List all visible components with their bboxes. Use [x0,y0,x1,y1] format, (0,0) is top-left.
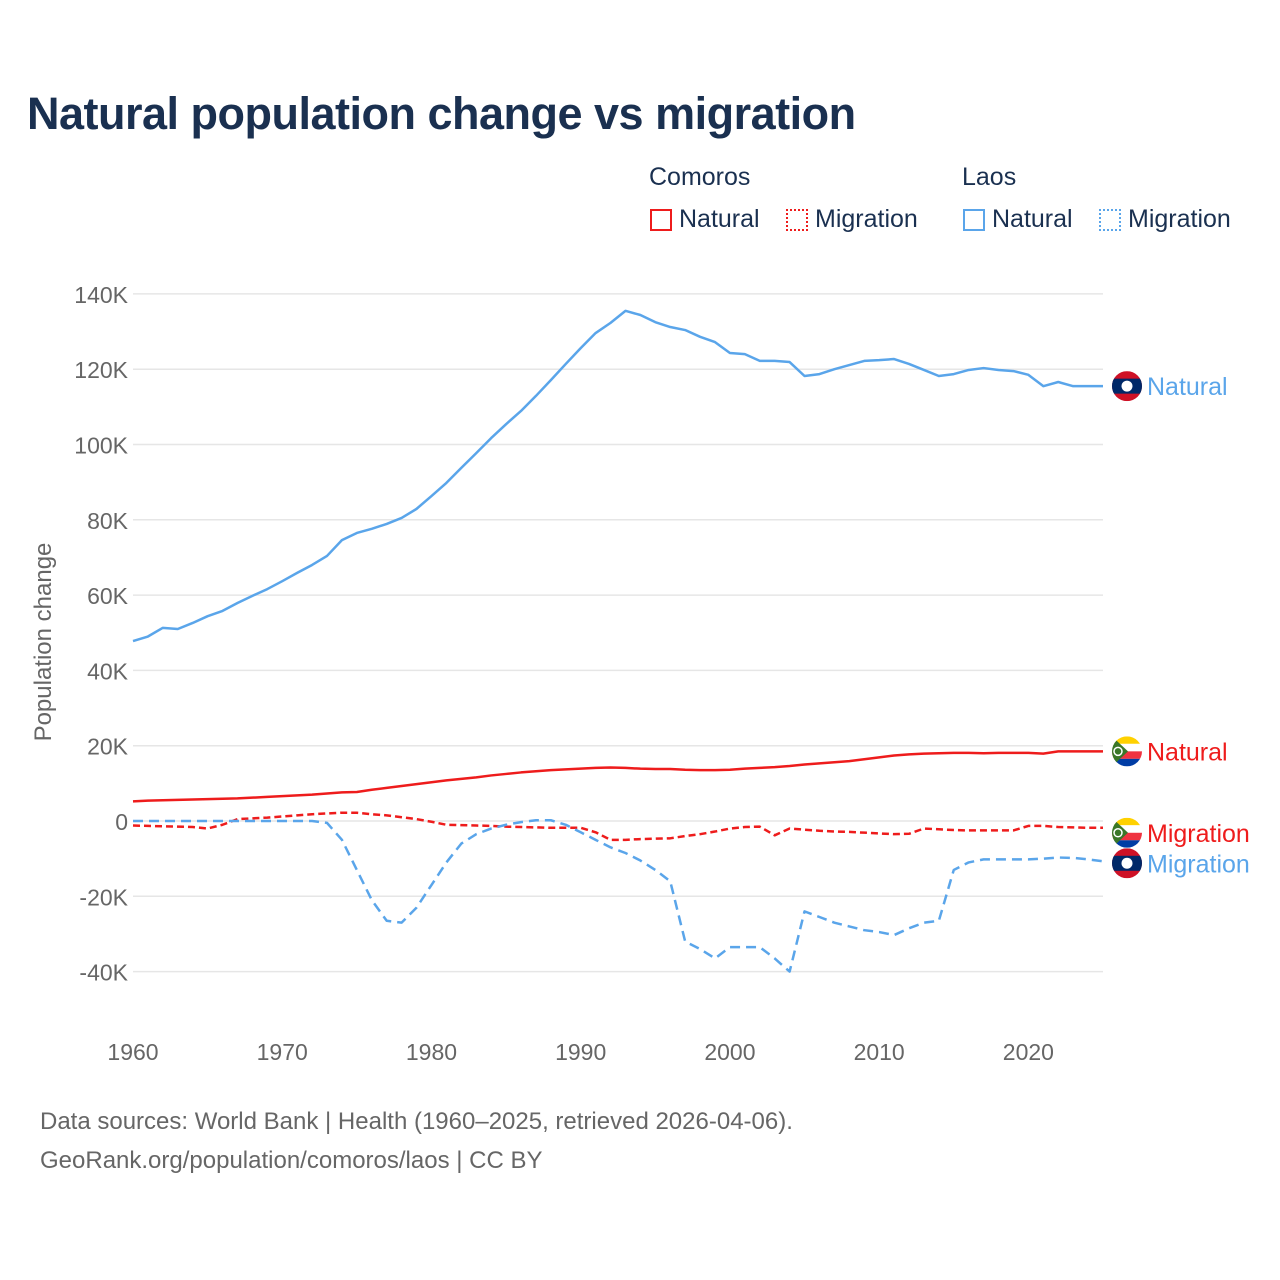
legend-label: Natural [679,205,760,233]
x-tick-label: 1990 [555,1039,606,1065]
flag-laos-icon [1112,371,1142,402]
y-tick-label: 20K [87,734,129,760]
series-line-comoros-natural[interactable] [132,750,1103,803]
legend-swatch [786,208,808,231]
chart-title: Natural population change vs migration [27,88,856,139]
flag-comoros-icon [1112,817,1142,848]
legend-swatch [650,208,672,231]
legend-label: Migration [815,205,918,233]
y-tick-label: 140K [74,282,128,308]
y-tick-label: 40K [87,658,129,684]
legend-swatch [963,208,985,231]
series-line-laos-natural[interactable] [132,309,1103,643]
x-tick-label: 1980 [406,1039,457,1065]
legend-comoros-migration[interactable]: Migration [786,205,918,234]
x-tick-label: 1960 [107,1039,158,1065]
x-tick-label: 2020 [1003,1039,1054,1065]
y-tick-label: -20K [79,884,128,910]
legend-swatch [1099,208,1121,231]
end-label-comoros-natural: Natural [1147,738,1228,766]
y-tick-label: 120K [74,357,128,383]
end-label-comoros-migration: Migration [1147,820,1250,848]
legend-laos-migration[interactable]: Migration [1099,205,1231,234]
y-tick-label: 80K [87,508,129,534]
legend-label: Migration [1128,205,1231,233]
y-tick-label: -40K [79,960,128,986]
legend-group-comoros: Comoros [649,163,751,191]
x-tick-label: 2010 [854,1039,905,1065]
flag-comoros-icon [1112,736,1142,767]
legend-laos-natural[interactable]: Natural [963,205,1073,234]
legend-label: Natural [992,205,1073,233]
footer-credit: GeoRank.org/population/comoros/laos | CC… [40,1147,543,1174]
footer-source: Data sources: World Bank | Health (1960–… [40,1108,793,1135]
y-axis-label: Population change [30,543,57,742]
legend-comoros-natural[interactable]: Natural [650,205,760,234]
legend-group-laos: Laos [962,163,1017,191]
y-tick-label: 60K [87,583,129,609]
end-label-laos-migration: Migration [1147,850,1250,878]
end-label-laos-natural: Natural [1147,373,1228,401]
y-tick-label: 100K [74,433,128,459]
x-tick-label: 2000 [704,1039,755,1065]
y-tick-label: 0 [115,809,128,835]
x-tick-label: 1970 [257,1039,308,1065]
series-line-comoros-migration[interactable] [132,811,1103,842]
series-line-laos-migration[interactable] [133,818,1104,973]
flag-laos-icon [1112,848,1142,879]
